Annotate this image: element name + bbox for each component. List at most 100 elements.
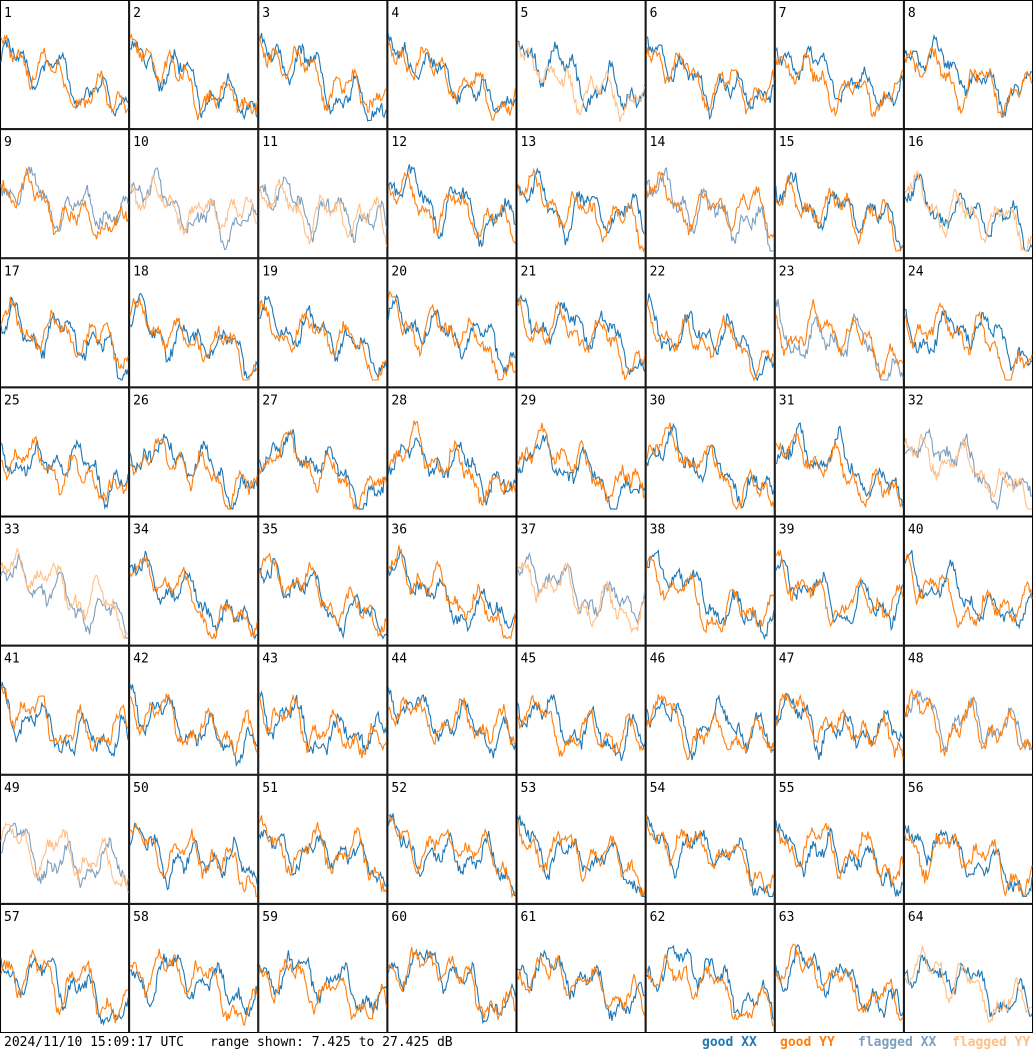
series-yy-good: [130, 822, 258, 898]
panel-frame: [0, 774, 130, 904]
panel-label: 62: [650, 910, 666, 925]
series-yy-good: [258, 693, 387, 759]
panel-label: 10: [133, 135, 149, 150]
panel-35: 35: [258, 516, 388, 646]
panel-frame: [387, 645, 517, 775]
panel-label: 5: [521, 6, 529, 21]
panel-label: 50: [133, 781, 149, 796]
panel-16: 16: [903, 129, 1033, 259]
panel-42: 42: [129, 645, 259, 775]
panel-label: 46: [650, 652, 666, 667]
series-yy-good: [904, 553, 1033, 628]
series-yy-flagged: [0, 546, 129, 639]
panel-label: 35: [262, 523, 278, 538]
panel-frame: [129, 258, 259, 388]
panel-label: 41: [4, 652, 20, 667]
series-yy-good: [517, 167, 646, 253]
series-xx-good: [775, 943, 904, 1018]
panel-label: 37: [521, 523, 537, 538]
panel-22: 22: [645, 258, 775, 388]
panel-label: 3: [262, 6, 270, 21]
series-yy-good: [258, 552, 387, 638]
series-xx-good: [775, 422, 904, 508]
panel-frame: [0, 129, 130, 259]
series-xx-good: [775, 693, 904, 760]
series-xx-good: [0, 681, 129, 757]
series-yy-good: [904, 46, 1033, 119]
panel-label: 47: [779, 652, 795, 667]
panel-label: 45: [521, 652, 537, 667]
panel-33: 33: [0, 516, 130, 646]
series-xx-good: [646, 815, 775, 898]
series-yy-good: [258, 428, 387, 510]
series-xx-good: [258, 32, 387, 122]
panel-frame: [258, 903, 388, 1033]
series-yy-good: [646, 422, 775, 511]
panel-11: 11: [258, 129, 388, 259]
panel-label: 24: [908, 264, 924, 279]
series-xx-good: [646, 36, 775, 121]
series-xx-good: [646, 944, 775, 1020]
panel-61: 61: [516, 903, 646, 1033]
panel-label: 29: [521, 393, 537, 408]
panel-label: 39: [779, 523, 795, 538]
panel-label: 8: [908, 6, 916, 21]
panel-label: 7: [779, 6, 787, 21]
panel-label: 36: [391, 523, 407, 538]
series-yy-good: [516, 422, 646, 505]
panel-frame: [903, 258, 1033, 388]
panel-frame: [258, 516, 388, 646]
panel-label: 32: [908, 393, 924, 408]
panel-28: 28: [387, 387, 517, 517]
panel-29: 29: [516, 387, 646, 517]
panel-label: 60: [391, 910, 407, 925]
series-yy-good: [646, 171, 775, 240]
panel-frame: [387, 258, 517, 388]
series-yy-good: [0, 435, 129, 503]
panel-31: 31: [774, 387, 904, 517]
series-yy-good: [775, 299, 904, 380]
panel-59: 59: [258, 903, 388, 1033]
series-yy-good: [129, 693, 258, 756]
series-yy-good: [775, 549, 904, 628]
series-yy-flagged: [0, 822, 129, 894]
panel-41: 41: [0, 645, 130, 775]
series-yy-good: [0, 34, 129, 114]
panel-frame: [0, 903, 130, 1033]
series-yy-good: [775, 692, 904, 759]
panel-frame: [774, 516, 904, 646]
panel-3: 3: [258, 0, 388, 130]
panel-label: 16: [908, 135, 924, 150]
panel-frame: [645, 774, 775, 904]
panel-label: 51: [262, 781, 278, 796]
series-yy-flagged: [129, 174, 258, 237]
series-yy-good: [0, 296, 129, 370]
series-yy-flagged: [259, 178, 387, 248]
panel-label: 11: [262, 135, 278, 150]
series-yy-good: [129, 32, 258, 121]
series-xx-good: [0, 438, 129, 510]
panel-label: 13: [521, 135, 537, 150]
series-yy-good: [646, 555, 775, 634]
panel-frame: [129, 387, 259, 517]
panel-43: 43: [258, 645, 388, 775]
series-xx-good: [129, 550, 258, 640]
panel-19: 19: [258, 258, 388, 388]
panel-21: 21: [516, 258, 646, 388]
series-xx-good: [387, 687, 517, 759]
series-yy-good: [258, 959, 387, 1021]
range-label: range shown: 7.425 to 27.425 dB: [210, 1035, 453, 1050]
panel-label: 17: [4, 264, 20, 279]
panel-frame: [387, 129, 517, 259]
panel-20: 20: [387, 258, 517, 388]
panel-label: 55: [779, 781, 795, 796]
series-yy-flagged: [904, 170, 1033, 252]
panel-label: 18: [133, 264, 149, 279]
panel-label: 38: [650, 523, 666, 538]
panel-34: 34: [129, 516, 259, 646]
series-yy-good: [387, 290, 516, 381]
panel-frame: [903, 387, 1033, 517]
panel-54: 54: [645, 774, 775, 904]
panel-51: 51: [258, 774, 388, 904]
panel-frame: [645, 387, 775, 517]
